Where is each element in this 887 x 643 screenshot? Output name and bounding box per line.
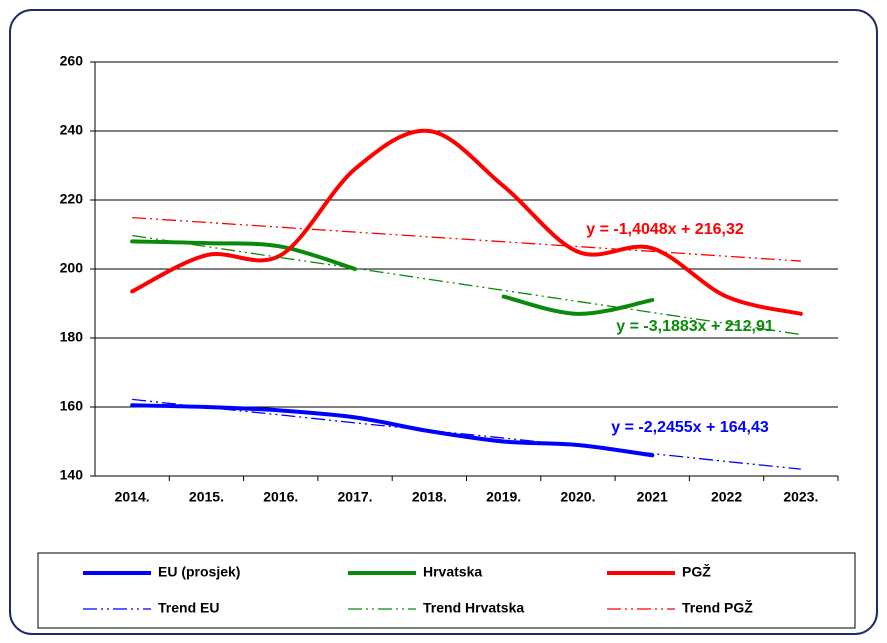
trend-equation: y = -3,1883x + 212,91 <box>616 318 774 335</box>
x-tick-label: 2014. <box>115 489 150 505</box>
x-tick-label: 2020. <box>560 489 595 505</box>
y-tick-label: 220 <box>60 191 84 207</box>
y-tick-label: 180 <box>60 329 84 345</box>
legend-label: EU (prosjek) <box>158 564 240 580</box>
legend-label: Hrvatska <box>423 564 482 580</box>
trend-equation: y = -2,2455x + 164,43 <box>611 419 769 436</box>
y-tick-label: 260 <box>60 53 84 69</box>
legend-label: Trend Hrvatska <box>423 600 524 616</box>
y-tick-label: 200 <box>60 260 84 276</box>
x-tick-label: 2023. <box>783 489 818 505</box>
x-tick-label: 2017. <box>338 489 373 505</box>
trend-equation: y = -1,4048x + 216,32 <box>586 221 744 238</box>
x-tick-label: 2015. <box>189 489 224 505</box>
x-tick-label: 2021 <box>637 489 668 505</box>
y-tick-label: 240 <box>60 122 84 138</box>
x-tick-label: 2022 <box>711 489 742 505</box>
legend-label: Trend EU <box>158 600 219 616</box>
chart: 140 160 180 200 220 240 260 2014. 2015. 2016. 2017… <box>0 0 887 643</box>
legend-label: Trend PGŽ <box>682 599 753 616</box>
x-tick-label: 2018. <box>412 489 447 505</box>
y-tick-label: 140 <box>60 467 84 483</box>
y-tick-label: 160 <box>60 398 84 414</box>
legend-label: PGŽ <box>682 563 711 580</box>
x-tick-label: 2016. <box>263 489 298 505</box>
x-tick-label: 2019. <box>486 489 521 505</box>
